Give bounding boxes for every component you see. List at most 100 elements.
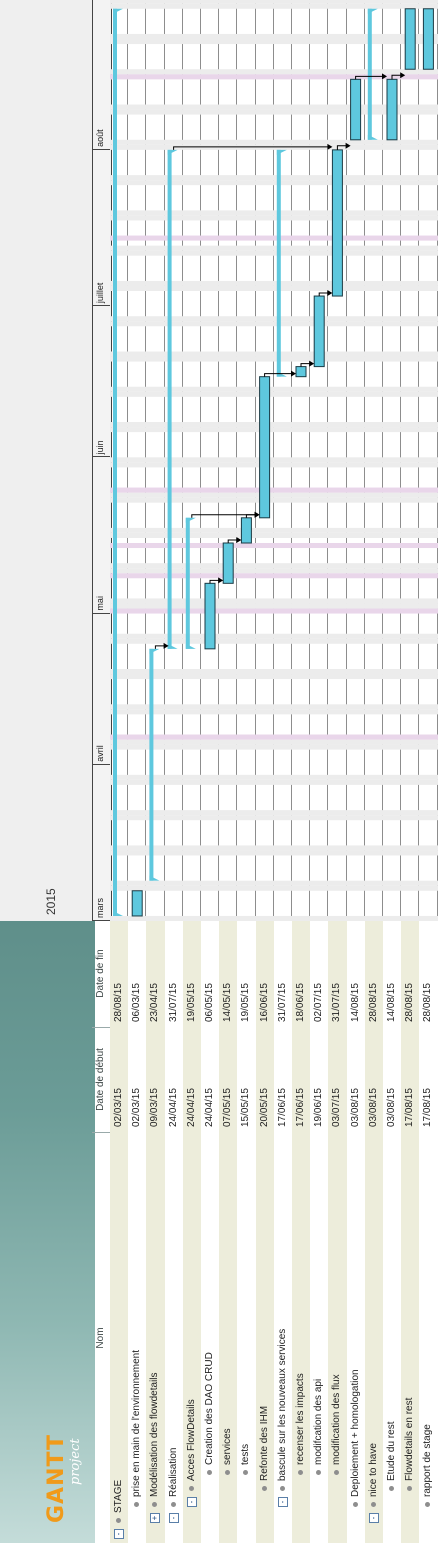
table-row[interactable]: Etude du rest 03/08/15 14/08/15 xyxy=(383,921,401,1543)
summary-end-marker xyxy=(367,8,378,14)
weekend-column xyxy=(110,180,438,186)
task-table: GANTT project Nom Date de début Date de … xyxy=(0,920,438,1543)
task-start-date: 24/04/15 xyxy=(204,1088,215,1127)
table-row[interactable]: Deploiement + homologation 03/08/15 14/08/… xyxy=(347,921,365,1543)
table-row[interactable]: recenser les impacts 17/06/15 18/06/15 xyxy=(292,921,311,1543)
weekend-column xyxy=(110,668,438,675)
column-header-end[interactable]: Date de fin xyxy=(92,920,110,1028)
task-end-date: 31/07/15 xyxy=(276,983,288,1022)
weekend-column xyxy=(110,598,438,604)
table-row[interactable]: + Modélisation des flowdetails 09/03/15 23/… xyxy=(146,921,165,1543)
table-row[interactable]: Creation des DAO CRUD 24/04/15 06/05/15 xyxy=(201,921,219,1543)
weekend-column xyxy=(110,139,438,145)
table-row[interactable]: - Réalisation 24/04/15 31/07/15 xyxy=(165,921,183,1543)
weekend-column xyxy=(110,3,438,9)
weekend-column xyxy=(110,386,438,392)
task-name: modifcation des api xyxy=(313,1378,325,1465)
weekend-column xyxy=(110,250,438,256)
dependency-line xyxy=(227,539,240,543)
task-bar xyxy=(222,542,234,584)
column-header-name[interactable]: Nom xyxy=(95,1327,106,1349)
task-name: Etude du rest xyxy=(386,1421,397,1481)
weekend-column xyxy=(110,810,438,816)
weekend-column xyxy=(110,744,438,750)
task-start-date: 03/08/15 xyxy=(386,1088,397,1127)
table-row[interactable]: services 07/05/15 14/05/15 xyxy=(219,921,238,1543)
task-bar xyxy=(350,78,362,141)
weekend-column xyxy=(110,774,438,780)
table-row[interactable]: - bascule sur les nouveaux services 17/06/… xyxy=(274,921,292,1543)
task-bar xyxy=(404,8,416,70)
table-row[interactable]: Refonte des IHM 20/05/15 16/06/15 xyxy=(255,921,274,1543)
app-logo: GANTT xyxy=(44,1433,69,1523)
table-row[interactable]: tests 15/05/15 19/05/15 xyxy=(237,921,255,1543)
table-row[interactable]: rapport de stage 17/08/15 28/08/15 xyxy=(419,921,437,1543)
logo-header: GANTT project xyxy=(0,921,95,1543)
holiday-column xyxy=(110,235,438,241)
task-start-date: 02/03/15 xyxy=(131,1088,143,1127)
collapse-icon[interactable]: - xyxy=(368,1513,379,1523)
gantt-bars xyxy=(110,0,438,921)
task-bar xyxy=(331,149,343,297)
holiday-column xyxy=(110,543,438,549)
dependency-line xyxy=(355,75,385,80)
expand-icon[interactable]: + xyxy=(150,1513,161,1523)
weekend-column xyxy=(110,915,438,921)
weekend-column xyxy=(110,0,438,4)
task-bar xyxy=(422,8,434,70)
collapse-icon[interactable]: - xyxy=(114,1529,124,1539)
task-end-date: 06/05/15 xyxy=(204,983,215,1022)
weekend-column xyxy=(110,462,438,468)
holiday-column xyxy=(110,734,438,740)
summary-end-marker xyxy=(113,8,123,14)
summary-bar xyxy=(367,8,372,140)
weekend-column xyxy=(110,356,438,362)
summary-start-marker xyxy=(113,910,123,916)
task-start-date: 09/03/15 xyxy=(149,1088,161,1127)
task-name: tests xyxy=(240,1443,252,1465)
weekend-column xyxy=(110,815,438,821)
weekend-column xyxy=(110,280,438,286)
task-name: services xyxy=(222,1428,234,1465)
dependency-arrowhead xyxy=(382,73,387,80)
task-end-date: 19/05/15 xyxy=(185,983,197,1022)
table-row[interactable]: - nice to have 03/08/15 28/08/15 xyxy=(364,921,383,1543)
task-start-date: 24/04/15 xyxy=(167,1088,179,1127)
column-header-start[interactable]: Date de début xyxy=(92,1027,110,1133)
task-start-date: 02/03/15 xyxy=(113,1088,124,1127)
weekend-column xyxy=(110,674,438,680)
task-end-date: 28/08/15 xyxy=(367,983,379,1022)
weekend-column xyxy=(110,245,438,251)
collapse-icon[interactable]: - xyxy=(168,1513,179,1523)
table-row[interactable]: modification des flux 03/07/15 31/07/15 xyxy=(328,921,347,1543)
task-bullet-icon xyxy=(225,1470,231,1475)
weekend-column xyxy=(110,69,438,75)
dependency-line xyxy=(336,145,349,150)
task-end-date: 28/08/15 xyxy=(404,983,416,1022)
task-bullet-icon xyxy=(243,1470,249,1475)
summary-end-marker xyxy=(276,149,287,155)
collapse-icon[interactable]: - xyxy=(186,1497,197,1507)
table-row[interactable]: Flowdetails en rest 17/08/15 28/08/15 xyxy=(401,921,420,1543)
summary-bar xyxy=(185,517,190,649)
table-row[interactable]: - STAGE 02/03/15 28/08/15 xyxy=(110,921,129,1543)
weekend-column xyxy=(110,845,438,851)
holiday-column xyxy=(110,573,438,579)
weekend-column xyxy=(110,739,438,745)
task-name: Creation des DAO CRUD xyxy=(204,1352,215,1465)
summary-bar xyxy=(167,149,172,649)
table-row[interactable]: modifcation des api 19/06/15 02/07/15 xyxy=(310,921,328,1543)
task-bar xyxy=(131,890,143,917)
collapse-icon[interactable]: - xyxy=(277,1497,288,1507)
table-row[interactable]: prise en main de l'environnement 02/03/15… xyxy=(128,921,146,1543)
dependency-line xyxy=(318,292,331,297)
task-name: Réalisation xyxy=(167,1447,179,1497)
table-row[interactable]: - Acces FlowDetails 24/04/15 19/05/15 xyxy=(182,921,201,1543)
task-start-date: 17/06/15 xyxy=(276,1088,288,1127)
task-bar xyxy=(313,295,325,368)
task-bullet-icon xyxy=(370,1502,376,1507)
task-bullet-icon xyxy=(116,1518,121,1523)
task-end-date: 14/08/15 xyxy=(386,983,397,1022)
weekend-column xyxy=(110,568,438,574)
